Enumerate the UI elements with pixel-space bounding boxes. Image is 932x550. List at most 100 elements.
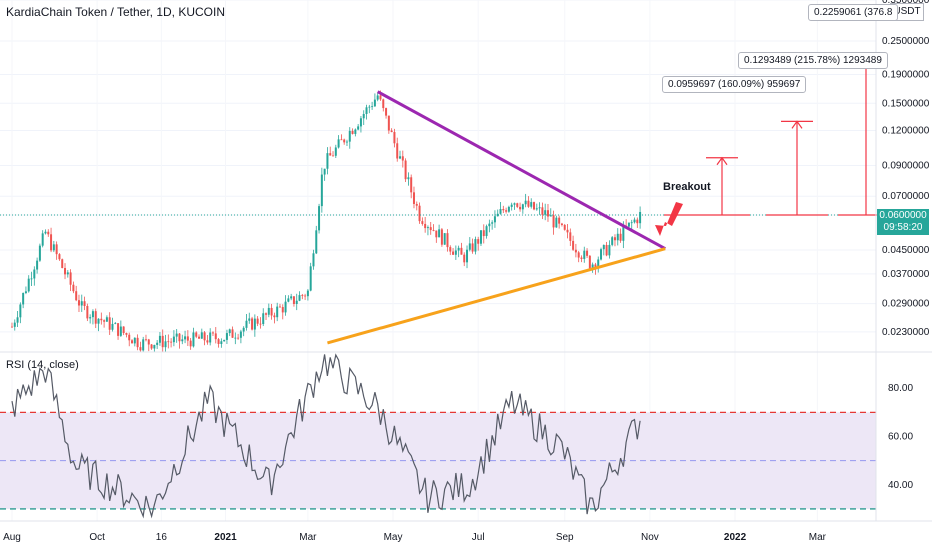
- candle-body: [172, 336, 175, 343]
- time-tick-label: 16: [156, 532, 168, 543]
- candle-body: [55, 244, 58, 255]
- candle-body: [432, 230, 435, 231]
- time-tick-label: May: [384, 532, 403, 543]
- candle-body: [156, 342, 159, 345]
- target-label-3: 0.2259061 (376.8: [808, 4, 899, 21]
- candle-body: [569, 232, 572, 241]
- current-price-badge: 0.0600000 09:58:20: [877, 209, 929, 235]
- candle-body: [22, 292, 25, 305]
- current-price-value: 0.0600000: [879, 210, 927, 221]
- candle-body: [549, 215, 552, 217]
- candle-body: [630, 222, 633, 224]
- candle-body: [27, 278, 30, 292]
- candle-body: [572, 240, 575, 250]
- candle-body: [443, 233, 446, 245]
- target-arrowhead: [791, 120, 803, 129]
- candle-body: [354, 129, 357, 134]
- candle-body: [359, 118, 362, 127]
- candle-body: [544, 210, 547, 215]
- candle-body: [379, 95, 382, 100]
- candle-body: [332, 155, 335, 157]
- candle-body: [225, 333, 228, 340]
- candle-body: [588, 255, 591, 269]
- price-tick-label: 0.2500000: [882, 36, 930, 47]
- price-tick-label: 0.0230000: [882, 327, 930, 338]
- candle-body: [259, 323, 262, 325]
- candle-body: [69, 272, 72, 285]
- candle-body: [334, 147, 337, 156]
- candle-body: [474, 239, 477, 252]
- candle-body: [284, 301, 287, 313]
- price-tick-label: 0.1200000: [882, 125, 930, 136]
- candle-body: [287, 298, 290, 302]
- time-tick-label: Aug: [3, 532, 21, 543]
- candle-body: [245, 320, 248, 328]
- candle-body: [50, 234, 53, 251]
- candle-body: [133, 337, 136, 344]
- support-trendline: [327, 247, 666, 345]
- candle-body: [228, 329, 231, 334]
- candle-body: [452, 251, 455, 255]
- candle-body: [611, 237, 614, 245]
- candle-body: [206, 340, 209, 343]
- candle-body: [10, 326, 13, 328]
- candle-body: [502, 209, 505, 211]
- candle-body: [558, 217, 561, 224]
- candle-body: [267, 307, 270, 315]
- candle-body: [368, 106, 371, 108]
- candle-body: [122, 326, 125, 334]
- currency-unit-badge[interactable]: USDT: [890, 3, 924, 21]
- candle-body: [524, 200, 527, 205]
- candle-body: [198, 336, 201, 339]
- candle-body: [237, 337, 240, 339]
- candle-body: [343, 139, 346, 143]
- candle-body: [387, 115, 390, 131]
- candle-body: [613, 237, 616, 241]
- candle-body: [574, 249, 577, 253]
- rsi-tick-label: 80.00: [888, 383, 913, 394]
- candle-body: [566, 229, 569, 233]
- candle-body: [128, 334, 131, 341]
- candle-body: [616, 233, 619, 241]
- rsi-series-line: [11, 353, 641, 519]
- candle-body: [326, 153, 329, 169]
- candle-body: [158, 335, 161, 343]
- candle-body: [136, 337, 139, 348]
- candle-body: [541, 207, 544, 215]
- candle-body: [619, 233, 622, 241]
- candle-body: [602, 244, 605, 250]
- candle-body: [345, 141, 348, 143]
- time-tick-label: 2022: [724, 532, 747, 543]
- candle-body: [108, 317, 111, 330]
- time-tick-label: Oct: [89, 532, 105, 543]
- candle-body: [463, 254, 466, 263]
- candle-body: [329, 153, 332, 156]
- target-label-2: 0.1293489 (215.78%) 1293489: [738, 52, 888, 69]
- candle-body: [555, 217, 558, 228]
- time-tick-label: Jul: [472, 532, 485, 543]
- candle-body: [580, 257, 583, 259]
- candle-body: [111, 323, 114, 330]
- candle-body: [239, 331, 242, 338]
- candle-body: [449, 247, 452, 252]
- candle-body: [362, 113, 365, 119]
- candle-body: [323, 168, 326, 175]
- candle-body: [36, 260, 39, 270]
- candle-body: [373, 99, 376, 107]
- candle-body: [103, 320, 106, 322]
- resistance-trendline: [376, 90, 666, 251]
- candle-body: [530, 202, 533, 207]
- candle-body: [468, 243, 471, 250]
- candle-body: [217, 339, 220, 344]
- candle-body: [357, 126, 360, 130]
- candle-body: [64, 267, 67, 275]
- candle-body: [479, 230, 482, 244]
- candle-body: [471, 243, 474, 252]
- candle-body: [435, 230, 438, 238]
- candle-body: [306, 290, 309, 297]
- candle-body: [83, 301, 86, 307]
- price-tick-label: 0.0370000: [882, 269, 930, 280]
- candle-body: [457, 247, 460, 251]
